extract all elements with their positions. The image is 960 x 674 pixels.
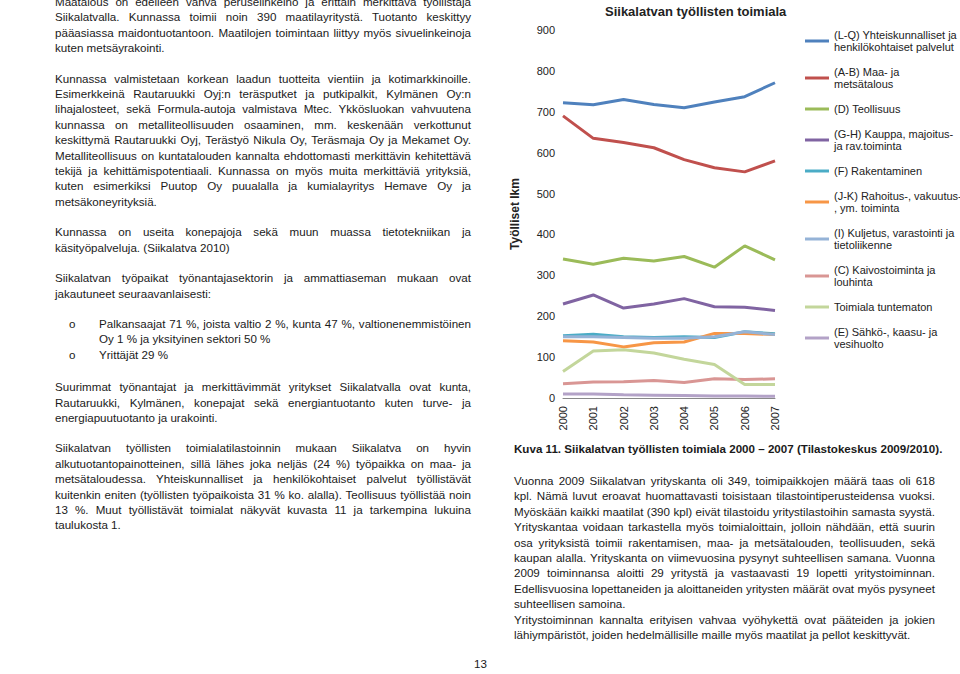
html-text:Vuonna 2009 Siikalatvan yritys: Vuonna 2009 Siikalatvan yrityskanta oli …	[514, 474, 935, 611]
svg-text:200: 200	[537, 310, 555, 322]
svg-text:metsätalous: metsätalous	[834, 78, 894, 90]
html-text:Yritystoiminnan kannalta erity: Yritystoiminnan kannalta erityisen vahva…	[514, 612, 935, 642]
svg-text:700: 700	[537, 106, 555, 118]
html-text:Siikalatvan työpaikat työnanta: Siikalatvan työpaikat työnantajasektorin…	[55, 271, 471, 300]
svg-text:(J-K) Rahoitus-, vakuutus-: (J-K) Rahoitus-, vakuutus-	[834, 190, 960, 202]
svg-text:ja rav.toiminta: ja rav.toiminta	[833, 140, 903, 152]
svg-text:(L-Q) Yhteiskunnalliset ja: (L-Q) Yhteiskunnalliset ja	[834, 29, 960, 41]
svg-text:2003: 2003	[648, 406, 660, 430]
svg-text:tietoliikenne: tietoliikenne	[834, 239, 892, 251]
svg-text:600: 600	[537, 147, 555, 159]
svg-text:Siikalatvan työllisten toimial: Siikalatvan työllisten toimiala	[605, 4, 787, 19]
svg-text:henkilökohtaiset palvelut: henkilökohtaiset palvelut	[834, 41, 954, 53]
svg-text:100: 100	[537, 351, 555, 363]
html-text:Kunnassa valmistetaan korkean: Kunnassa valmistetaan korkean laadun tuo…	[55, 71, 471, 208]
html-text:13: 13	[474, 657, 487, 670]
svg-text:(D) Teollisuus: (D) Teollisuus	[834, 103, 901, 115]
svg-text:(C) Kaivostoiminta ja: (C) Kaivostoiminta ja	[834, 264, 939, 276]
svg-text:(I) Kuljetus, varastointi ja: (I) Kuljetus, varastointi ja	[834, 227, 958, 239]
svg-text:(A-B) Maa- ja: (A-B) Maa- ja	[834, 66, 902, 78]
svg-text:vesihuolto: vesihuolto	[834, 338, 884, 350]
svg-text:0: 0	[549, 392, 555, 404]
html-text:Kuva 11. Siikalatvan työlliste: Kuva 11. Siikalatvan työllisten toimiala…	[514, 442, 943, 455]
html-text:Palkansaajat 71 %, joista valt: Palkansaajat 71 %, joista valtio 2 %, ku…	[99, 316, 471, 346]
svg-text:2007: 2007	[769, 406, 781, 430]
svg-text:300: 300	[537, 269, 555, 281]
svg-text:2006: 2006	[739, 406, 751, 430]
svg-text:louhinta: louhinta	[834, 276, 873, 288]
svg-text:400: 400	[537, 228, 555, 240]
html-text:Yrittäjät 29 %: Yrittäjät 29 %	[99, 347, 168, 361]
svg-text:2001: 2001	[587, 406, 599, 430]
html-text:Suurimmat työnantajat ja merki: Suurimmat työnantajat ja merkittävimmät …	[55, 380, 471, 424]
svg-text:2002: 2002	[618, 406, 630, 430]
svg-text:2004: 2004	[678, 406, 690, 430]
svg-text:Työlliset lkm: Työlliset lkm	[508, 178, 522, 250]
html-text:Siikalatvan työllisten toimial: Siikalatvan työllisten toimialatilastoin…	[55, 441, 471, 532]
svg-text:800: 800	[537, 65, 555, 77]
svg-text:500: 500	[537, 188, 555, 200]
svg-text:(F) Rakentaminen: (F) Rakentaminen	[834, 165, 922, 177]
html-text:Kunnassa on useita konepajoja: Kunnassa on useita konepajoja sekä muun …	[55, 225, 471, 254]
svg-text:(E) Sähkö-, kaasu- ja: (E) Sähkö-, kaasu- ja	[834, 326, 940, 338]
svg-text:900: 900	[537, 24, 555, 36]
svg-text:2000: 2000	[557, 406, 569, 430]
svg-text:, ym. toiminta: , ym. toiminta	[834, 202, 900, 214]
svg-text:2005: 2005	[708, 406, 720, 430]
svg-text:Toimiala tuntematon: Toimiala tuntematon	[834, 301, 932, 313]
svg-text:(G-H) Kauppa, majoitus-: (G-H) Kauppa, majoitus-	[834, 128, 956, 140]
